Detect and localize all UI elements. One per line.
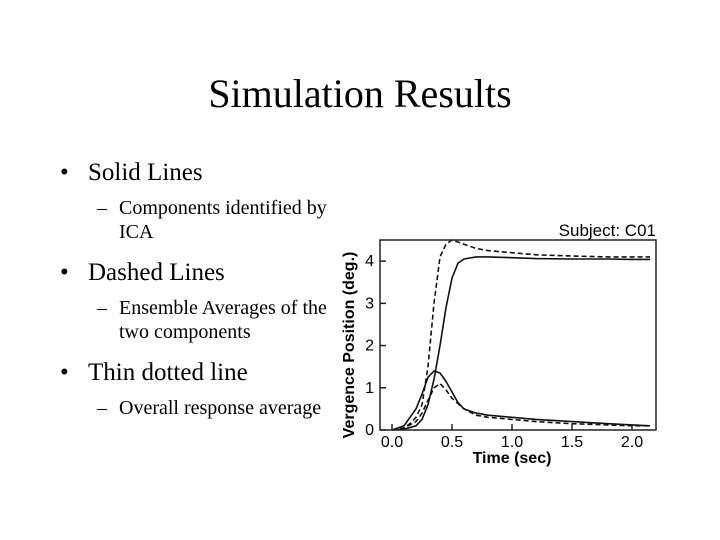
- x-tick-label: 1.0: [501, 434, 523, 451]
- chart-title: Subject: C01: [559, 221, 656, 240]
- y-tick-label: 2: [365, 338, 374, 355]
- chart-svg: 0.0 0.5 1.0 1.5 2.0 0 1 2 3 4 Subject: C01 Time …: [341, 221, 657, 467]
- bullet-dashed-lines: Dashed Lines: [60, 258, 330, 288]
- x-tick-label: 0.5: [441, 434, 463, 451]
- x-axis-label: Time (sec): [473, 450, 552, 467]
- vergence-chart: 0.0 0.5 1.0 1.5 2.0 0 1 2 3 4 Subject: C01 Time …: [318, 190, 668, 470]
- series-line-3-dashed: [391, 382, 650, 431]
- bullet-list: Solid Lines Components identified by ICA…: [60, 158, 330, 434]
- sub-bullet-ensemble-averages: Ensemble Averages of the two components: [97, 296, 330, 344]
- y-tick-label: 0: [365, 422, 374, 439]
- bullet-thin-dotted-line: Thin dotted line: [60, 358, 330, 388]
- plot-frame: [379, 239, 657, 431]
- series-line-2-dashed: [391, 239, 650, 431]
- y-tick-label: 1: [365, 380, 374, 397]
- y-axis-label: Vergence Position (deg.): [341, 252, 358, 439]
- sub-bullet-overall-average: Overall response average: [97, 396, 330, 420]
- series-line-1-solid: [391, 370, 651, 431]
- x-tick-label: 1.5: [561, 434, 583, 451]
- x-tick-label: 2.0: [621, 434, 643, 451]
- bullet-solid-lines: Solid Lines: [60, 158, 330, 188]
- sub-bullet-components: Components identified by ICA: [97, 196, 330, 244]
- series-line-0-solid: [391, 256, 650, 431]
- y-tick-label: 4: [365, 253, 374, 270]
- y-tick-label: 3: [365, 295, 374, 312]
- slide-title: Simulation Results: [208, 71, 512, 116]
- x-tick-label: 0.0: [381, 434, 403, 451]
